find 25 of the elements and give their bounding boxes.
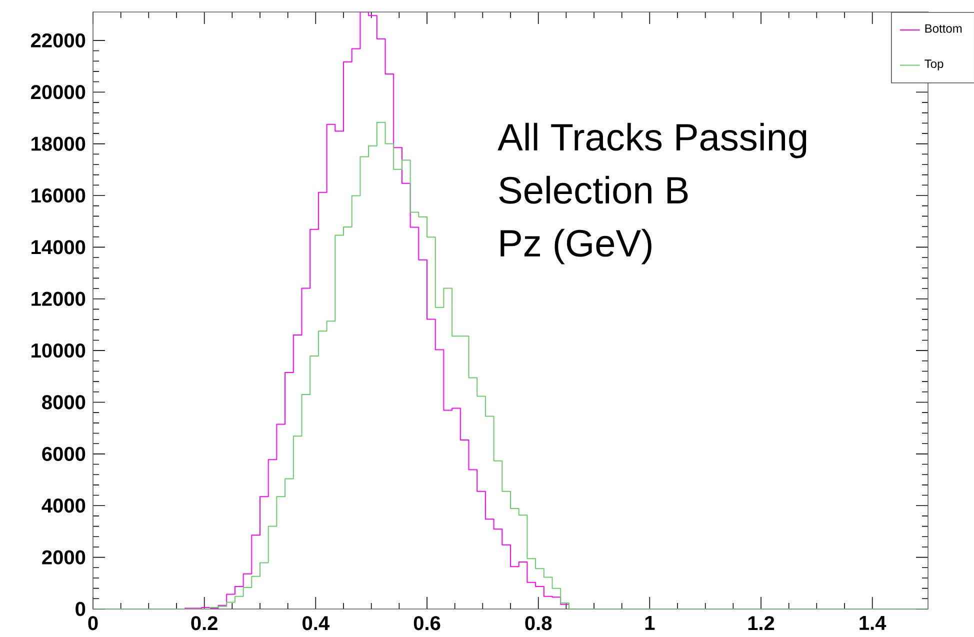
x-tick-label: 0.6 — [414, 616, 440, 630]
y-tick-label: 14000 — [32, 240, 86, 254]
x-tick-label: 0 — [88, 616, 98, 630]
x-tick-label: 1.2 — [748, 616, 774, 630]
y-tick-label: 12000 — [32, 292, 86, 306]
y-tick-label: 22000 — [31, 33, 86, 48]
x-tick-label: 1 — [645, 616, 655, 630]
y-tick-label: 0 — [76, 602, 86, 616]
y-tick-label: 6000 — [42, 446, 86, 462]
x-tick-label: 1.4 — [860, 616, 886, 630]
y-tick-label: 10000 — [32, 343, 86, 358]
y-tick-label: 4000 — [42, 498, 86, 513]
annotation: Pz (GeV) — [500, 228, 652, 264]
x-tick-label: 0.4 — [302, 616, 330, 630]
y-tick-label: 18000 — [32, 136, 86, 151]
x-tick-label: 0.8 — [525, 616, 552, 630]
y-tick-label: 20000 — [31, 85, 86, 100]
annotation: Selection B — [499, 176, 688, 204]
x-tick-label: 0.2 — [191, 616, 218, 630]
y-tick-label: 2000 — [42, 550, 86, 564]
y-tick-label: 8000 — [42, 395, 86, 410]
y-tick-label: 16000 — [32, 188, 86, 203]
legend-label: Bottom — [925, 24, 962, 33]
annotation: All Tracks Passing — [498, 122, 806, 158]
text: Top — [924, 60, 944, 70]
